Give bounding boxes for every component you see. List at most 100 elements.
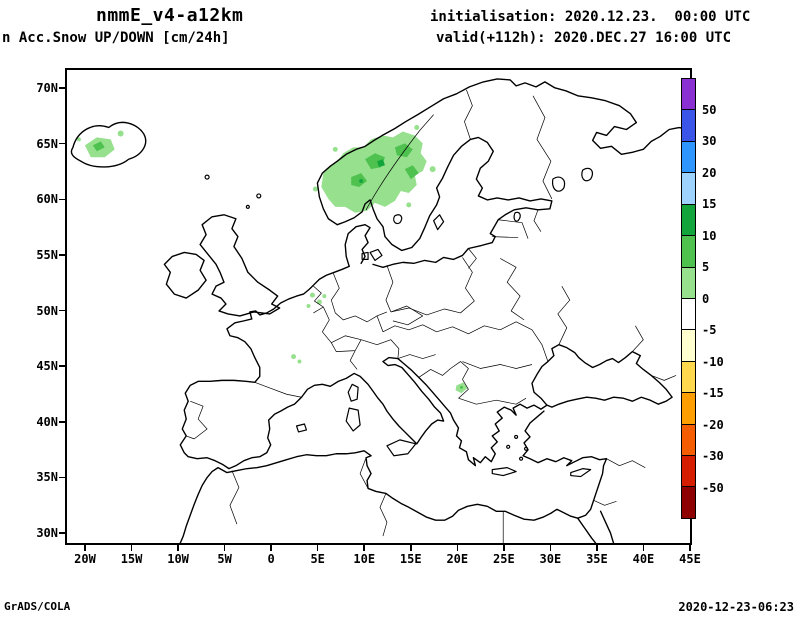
colorbar-tick-label: 50 [702, 102, 717, 117]
lat-tick-label: 60N [36, 192, 58, 207]
colorbar-tick-label: -20 [702, 417, 724, 432]
colorbar-segment [682, 424, 695, 457]
country-borders [186, 89, 677, 543]
coast-norway-arctic [316, 78, 690, 226]
lat-tick-label: 65N [36, 136, 58, 151]
lon-tick-mark [130, 545, 133, 551]
colorbar-segment [682, 204, 695, 237]
island-gotland [433, 214, 445, 231]
lon-tick-label: 35E [586, 552, 608, 566]
lon-tick-label: 15E [399, 552, 422, 566]
colorbar-tick-label: 10 [702, 228, 717, 243]
island-corsica [347, 383, 359, 402]
lat-tick-label: 40N [36, 414, 58, 429]
colorbar-segment [682, 236, 695, 268]
colorbar-tick-label: -50 [702, 480, 724, 495]
europe-map [70, 78, 690, 543]
island-mallorca [295, 423, 308, 433]
lon-tick-mark [456, 545, 459, 551]
valid-time-text: valid(+112h): 2020.DEC.27 16:00 UTC [436, 30, 732, 46]
lat-tick-mark [59, 309, 65, 312]
lon-tick-mark [316, 545, 319, 551]
coastlines [70, 78, 690, 543]
snow-shading [76, 125, 468, 394]
initialisation-text: initialisation: 2020.12.23. 00:00 UTC [430, 9, 751, 25]
colorbar-segment [682, 298, 695, 331]
coast-ireland [163, 251, 207, 299]
lon-tick-label: 0 [267, 552, 275, 566]
lon-tick-mark [596, 545, 598, 551]
coast-iceland [70, 121, 147, 168]
creation-timestamp: 2020-12-23-06:23 [678, 600, 794, 614]
colorbar-tick-label: 15 [702, 197, 717, 211]
lat-tick-mark [59, 476, 65, 479]
lon-tick-label: 10E [353, 552, 376, 566]
colorbar-tick-label: 30 [702, 134, 717, 148]
colorbar-segment [682, 393, 695, 425]
lat-tick-label: 45N [36, 359, 58, 374]
lon-tick-mark [84, 545, 86, 551]
lon-tick-label: 30E [539, 552, 562, 566]
coast-denmark [344, 223, 371, 268]
coast-great-britain [199, 214, 281, 317]
lon-tick-mark [642, 545, 645, 551]
lat-tick-label: 55N [36, 247, 58, 262]
colorbar-segment [682, 330, 695, 362]
colorbar-segment [682, 267, 695, 299]
colorbar-tick-label: -30 [702, 449, 724, 463]
coast-east-med-africa [179, 410, 608, 543]
colorbar-segment [682, 361, 695, 394]
grads-credit: GrADS/COLA [4, 600, 71, 613]
lake-onega [581, 167, 594, 182]
colorbar-tick-label: -5 [702, 323, 717, 337]
coast-west-europe [179, 265, 445, 470]
lon-tick-label: 5E [310, 552, 325, 566]
lon-tick-mark [177, 545, 179, 551]
lon-tick-label: 40E [632, 552, 655, 566]
lake-ladoga [551, 176, 566, 192]
colorbar [681, 78, 696, 519]
lat-tick-label: 70N [36, 81, 58, 95]
lon-tick-label: 15W [120, 552, 143, 566]
island-sicily [386, 439, 417, 457]
lat-tick-label: 35N [36, 470, 58, 485]
snow-speck-benelux [309, 292, 315, 298]
lat-tick-mark [59, 365, 65, 367]
colorbar-segment [682, 456, 695, 488]
lon-tick-label: 20W [74, 552, 96, 566]
lon-tick-mark [689, 545, 691, 551]
product-title: n Acc.Snow UP/DOWN [cm/24h] [2, 30, 230, 46]
model-title: nmmE_v4-a12km [96, 5, 244, 26]
map-frame [65, 68, 692, 545]
lat-tick-mark [59, 254, 65, 256]
island-crete [491, 467, 517, 477]
colorbar-segment [682, 173, 695, 205]
lat-tick-mark [59, 87, 65, 89]
snow-speck-france [291, 354, 297, 360]
island-cyprus [570, 468, 592, 478]
colorbar-tick-label: -10 [702, 354, 724, 369]
lat-tick-label: 30N [36, 526, 58, 540]
coast-black-sea [531, 343, 673, 408]
colorbar-tick-label: -15 [702, 386, 724, 400]
lat-tick-mark [59, 142, 65, 145]
lat-tick-mark [59, 198, 65, 200]
lon-tick-label: 10W [167, 552, 189, 566]
coast-adriatic-greece [397, 357, 548, 467]
lon-tick-mark [503, 545, 505, 551]
lon-tick-label: 25E [493, 552, 515, 566]
lon-tick-mark [270, 545, 272, 551]
colorbar-tick-label: 20 [702, 165, 717, 180]
lon-tick-mark [410, 545, 412, 551]
lon-tick-label: 20E [446, 552, 469, 566]
colorbar-segment [682, 487, 695, 518]
lon-tick-mark [363, 545, 365, 551]
lon-tick-label: 45E [679, 552, 701, 566]
lon-tick-label: 5W [217, 552, 232, 566]
colorbar-segment [682, 141, 695, 174]
colorbar-segment [682, 110, 695, 142]
lon-tick-mark [549, 545, 552, 551]
lat-tick-label: 50N [36, 303, 58, 318]
colorbar-segment [682, 79, 695, 111]
